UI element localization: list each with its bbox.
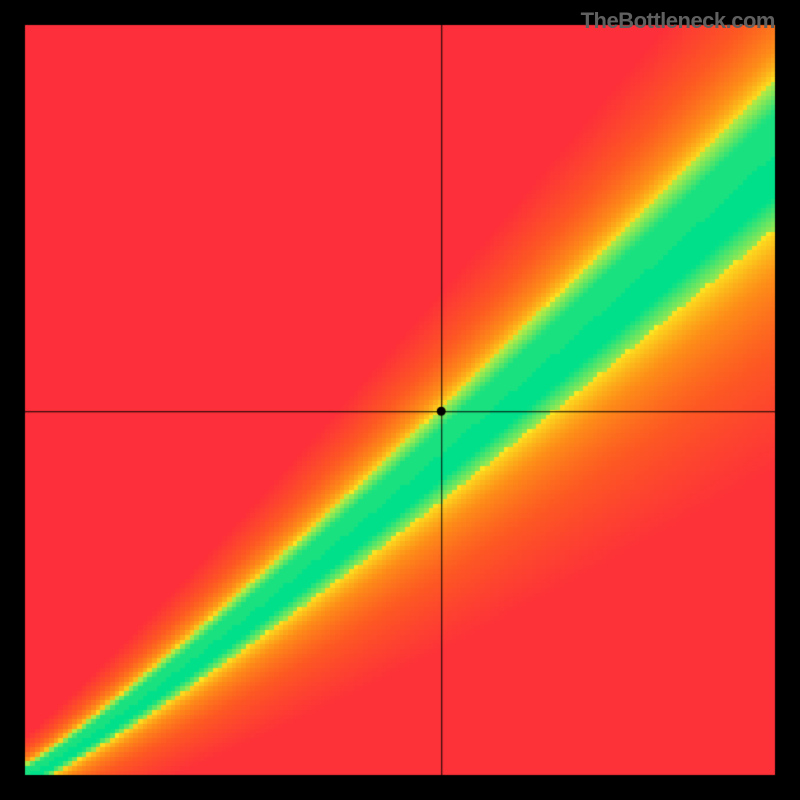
chart-container: TheBottleneck.com (0, 0, 800, 800)
bottleneck-heatmap (0, 0, 800, 800)
watermark-text: TheBottleneck.com (581, 8, 775, 34)
